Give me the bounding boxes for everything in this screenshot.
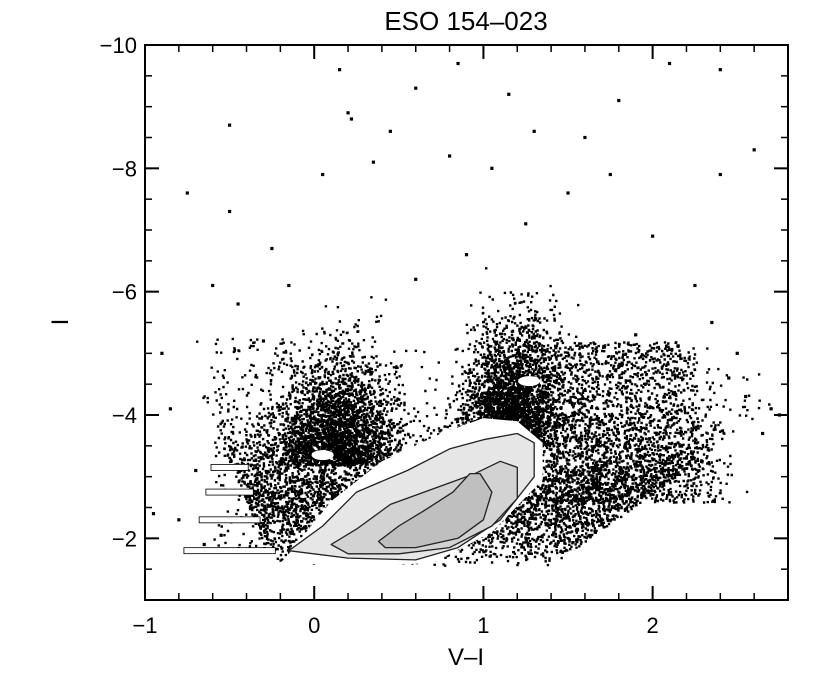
clump-gap <box>518 376 541 387</box>
scatter-point <box>524 222 528 226</box>
scatter-point <box>160 351 164 355</box>
scatter-point <box>735 351 739 355</box>
scatter-point <box>414 86 418 90</box>
error-bar <box>198 516 261 524</box>
point-cloud <box>196 267 771 567</box>
scatter-point <box>211 283 215 288</box>
scatter-point <box>456 61 460 66</box>
scatter-point <box>371 160 376 164</box>
scatter-point <box>490 166 494 170</box>
x-axis-label: V–I <box>448 644 484 671</box>
x-axis-ticks: −1 0 1 2 <box>132 45 789 638</box>
scatter-point <box>532 129 536 133</box>
scatter-point <box>583 135 587 140</box>
scatter-point <box>744 394 748 399</box>
scatter-point <box>634 333 638 337</box>
sparse-points <box>151 61 782 547</box>
clump-gap <box>311 450 334 461</box>
scatter-point <box>168 407 172 411</box>
scatter-point <box>194 468 198 473</box>
scatter-point <box>346 111 350 115</box>
point-cloud-marks <box>196 267 771 567</box>
scatter-point <box>270 246 274 251</box>
scatter-point <box>651 234 655 238</box>
scatter-point <box>710 320 714 325</box>
chart-title: ESO 154–023 <box>384 6 547 36</box>
error-bar <box>210 464 249 471</box>
error-bar <box>183 547 276 555</box>
y-tick-label: −4 <box>112 403 137 428</box>
y-axis-label: I <box>47 319 74 326</box>
scatter-point <box>464 253 469 257</box>
clump-gaps <box>311 376 541 461</box>
scatter-point <box>718 68 722 72</box>
x-tick-label: 2 <box>647 613 659 638</box>
scatter-point <box>228 123 232 127</box>
error-bars <box>183 464 276 555</box>
x-tick-label: −1 <box>132 613 157 638</box>
scatter-point <box>185 191 189 195</box>
scatter-point <box>337 68 342 72</box>
scatter-point <box>414 277 418 281</box>
y-tick-label: −8 <box>112 156 137 181</box>
x-tick-label: 0 <box>308 613 320 638</box>
y-tick-label: −2 <box>112 526 137 551</box>
scatter-point <box>228 209 232 214</box>
scatter-point <box>388 129 392 133</box>
scatter-point <box>693 283 697 288</box>
y-tick-label: −10 <box>100 33 137 58</box>
scatter-point <box>236 302 240 306</box>
scatter-point <box>287 283 291 288</box>
scatter-point <box>566 191 570 195</box>
scatter-point <box>769 407 773 411</box>
scatter-point <box>608 172 612 177</box>
contour-level-4 <box>377 472 493 549</box>
scatter-point <box>718 172 722 177</box>
scatter-point <box>151 512 156 516</box>
scatter-point <box>219 533 223 537</box>
y-tick-label: −6 <box>112 280 137 305</box>
scatter-point <box>177 518 181 522</box>
x-tick-label: 1 <box>477 613 489 638</box>
scatter-point <box>727 376 731 380</box>
scatter-point <box>617 98 621 103</box>
scatter-point <box>752 148 756 152</box>
plot-area <box>151 61 782 567</box>
density-contours <box>280 418 543 567</box>
scatter-point <box>507 92 511 96</box>
scatter-point <box>447 154 452 158</box>
y-axis-ticks: −2 −4 −6 −8 −10 <box>100 33 788 601</box>
scatter-point <box>349 117 354 121</box>
scatter-point <box>261 339 266 343</box>
scatter-point <box>202 542 206 547</box>
scatter-point <box>684 456 689 460</box>
error-bar <box>205 488 254 496</box>
scatter-point <box>667 61 672 66</box>
scatter-point <box>321 172 325 177</box>
scatter-point <box>761 431 765 436</box>
